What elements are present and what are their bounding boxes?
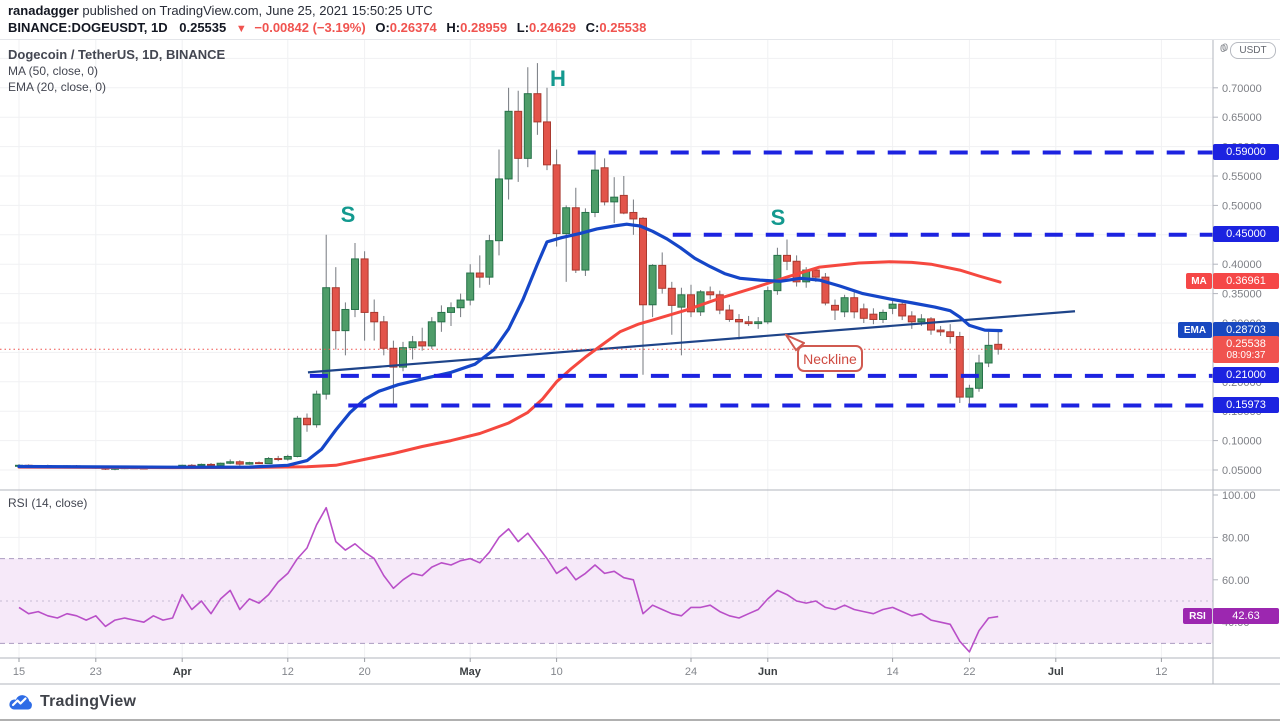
svg-text:24: 24 <box>685 666 697 678</box>
svg-text:22: 22 <box>963 666 975 678</box>
byline-username: ranadagger <box>8 3 79 18</box>
open-label: O: <box>375 20 390 35</box>
byline-text: published on TradingView.com, June 25, 2… <box>78 3 433 18</box>
svg-text:0.05000: 0.05000 <box>1222 465 1262 477</box>
svg-text:Jul: Jul <box>1048 666 1064 678</box>
svg-text:0.50000: 0.50000 <box>1222 200 1262 212</box>
low-value: 0.24629 <box>529 20 577 35</box>
svg-text:10: 10 <box>550 666 562 678</box>
rsi-badge-tag: RSI <box>1183 608 1212 624</box>
svg-text:Jun: Jun <box>758 666 778 678</box>
legend-symbol-title[interactable]: Dogecoin / TetherUS, 1D, BINANCE <box>8 47 226 62</box>
svg-text:60.00: 60.00 <box>1222 575 1250 587</box>
bar-countdown: 08:09:37 <box>1226 349 1266 361</box>
left-shoulder-label: S <box>341 202 356 227</box>
ema-badge-tag: EMA <box>1178 322 1212 338</box>
ema-badge-value: 0.28703 <box>1213 322 1279 338</box>
tradingview-brand-text[interactable]: TradingView <box>40 693 137 710</box>
main-legend: Dogecoin / TetherUS, 1D, BINANCE MA (50,… <box>8 46 225 95</box>
level-badge-0159: 0.15973 <box>1213 397 1279 413</box>
header-divider <box>0 39 1280 40</box>
svg-text:0.65000: 0.65000 <box>1222 112 1262 124</box>
svg-text:100.00: 100.00 <box>1222 490 1256 502</box>
svg-text:12: 12 <box>1155 666 1167 678</box>
close-value: 0.25538 <box>599 20 647 35</box>
symbol-ohlc-row: BINANCE:DOGEUSDT, 1D 0.25535 ▼ −0.00842 … <box>8 20 646 35</box>
svg-text:20: 20 <box>358 666 370 678</box>
open-value: 0.26374 <box>389 20 437 35</box>
right-shoulder-label: S <box>771 205 786 230</box>
svg-text:0.10000: 0.10000 <box>1222 436 1262 448</box>
svg-text:80.00: 80.00 <box>1222 532 1250 544</box>
price-change: −0.00842 (−3.19%) <box>254 20 366 35</box>
legend-ema20[interactable]: EMA (20, close, 0) <box>8 80 107 94</box>
direction-down-icon: ▼ <box>235 23 247 35</box>
svg-text:0: 0 <box>1222 42 1228 54</box>
svg-text:Apr: Apr <box>173 666 193 678</box>
neckline-callout[interactable]: Neckline <box>785 334 863 372</box>
current-price-badge: 0.25538 08:09:37 <box>1213 336 1279 363</box>
last-price: 0.25535 <box>179 20 227 35</box>
tradingview-logo-icon[interactable] <box>8 692 33 712</box>
level-badge-059: 0.59000 <box>1213 144 1279 160</box>
level-badge-021: 0.21000 <box>1213 367 1279 383</box>
footer: TradingView <box>8 692 136 712</box>
rsi-badge-value: 42.63 <box>1213 608 1279 624</box>
byline: ranadagger published on TradingView.com,… <box>8 3 433 18</box>
price-chart-canvas[interactable]: H S S 15 23 Apr 12 20 May 10 24 Jun 14 22 Jul 12 0.05000… <box>0 40 1280 685</box>
low-label: L: <box>516 20 530 35</box>
level-badge-045: 0.45000 <box>1213 226 1279 242</box>
svg-text:0.40000: 0.40000 <box>1222 259 1262 271</box>
close-label: C: <box>585 20 600 35</box>
top-axis-tick: 0 <box>1220 43 1227 55</box>
legend-rsi[interactable]: RSI (14, close) <box>8 496 88 510</box>
svg-text:23: 23 <box>90 666 102 678</box>
current-price-value: 0.25538 <box>1226 337 1266 350</box>
neckline-callout-label: Neckline <box>803 350 857 367</box>
callout-tail <box>785 334 805 352</box>
svg-text:12: 12 <box>282 666 294 678</box>
high-label: H: <box>446 20 461 35</box>
svg-text:15: 15 <box>13 666 25 678</box>
svg-text:0.35000: 0.35000 <box>1222 289 1262 301</box>
svg-text:0.70000: 0.70000 <box>1222 83 1262 95</box>
ma-badge-value: 0.36961 <box>1213 273 1279 289</box>
head-label: H <box>550 66 566 91</box>
svg-text:14: 14 <box>886 666 898 678</box>
currency-unit-button[interactable]: USDT <box>1230 42 1276 59</box>
legend-ma50[interactable]: MA (50, close, 0) <box>8 64 99 78</box>
svg-text:May: May <box>459 666 481 678</box>
ma-badge-tag: MA <box>1186 273 1212 289</box>
high-value: 0.28959 <box>460 20 508 35</box>
symbol-label: BINANCE:DOGEUSDT, 1D <box>8 20 168 35</box>
svg-text:0.55000: 0.55000 <box>1222 171 1262 183</box>
